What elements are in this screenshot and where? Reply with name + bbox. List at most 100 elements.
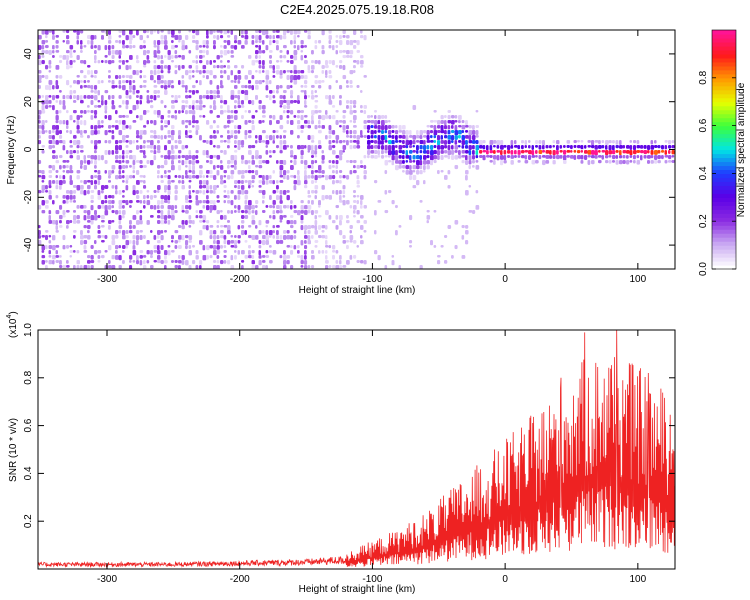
spectrogram-cell [195,120,199,124]
spectrogram-cell [87,65,91,68]
spectrogram-cell [220,180,224,185]
spectrogram-cell [185,125,188,129]
spectrogram-cell [41,180,45,183]
spectrogram-cell [38,170,42,174]
spectrogram-cell [188,75,192,80]
spectrogram-cell [59,205,63,210]
spectrogram-cell [80,95,83,101]
spectrogram-cell [160,70,164,74]
spectrogram-cell [244,90,249,96]
spectrogram-cell [521,150,525,154]
spectrogram-cell [157,250,161,255]
spectrogram-cell [143,185,147,189]
spectrogram-cell [94,145,98,150]
spectrogram-cell [647,150,650,154]
spectrogram-cell [73,220,77,224]
spectrogram-cell [300,50,304,53]
spectrogram-cell [87,235,91,240]
spectrogram-cell [94,160,97,165]
spectrogram-cell [363,175,367,180]
spectrogram-cell [192,60,196,63]
spectrogram-cell [447,225,452,229]
spectrogram-cell [178,65,181,71]
spectrogram-cell [139,190,143,194]
spectrogram-cell [269,80,272,85]
spectrogram-cell [475,190,479,194]
spectrogram-cell [69,245,73,248]
spectrogram-cell [395,205,398,209]
spectrogram-cell [636,160,641,165]
spectrogram-cell [668,145,672,149]
spectrogram-cell [293,45,297,49]
spectrogram-cell [188,165,192,171]
spectrogram-cell [209,155,214,159]
spectrogram-cell [111,125,115,128]
spectrogram-cell [230,175,234,180]
spectrogram-cell [216,240,220,245]
spectrogram-cell [363,170,367,175]
spectrogram-cell [104,235,108,239]
spectrogram-cell [300,70,305,74]
spectrogram-cell [223,250,227,253]
spectrogram-cell [601,140,605,144]
spectrogram-cell [657,160,661,164]
spectrogram-cell [297,120,301,125]
spectrogram-cell [174,240,178,244]
spectrogram-cell [251,210,255,214]
spectrogram-cell [598,150,601,153]
spectrogram-cell [237,75,242,80]
spectrogram-cell [111,105,116,110]
spectrogram-cell [307,165,312,169]
spectrogram-cell [87,135,90,139]
spectrogram-cell [118,190,122,195]
spectrogram-cell [76,120,80,126]
spectrogram-cell [269,245,272,248]
spectrogram-cell [300,150,304,156]
colorbar-segment [712,225,736,230]
spectrogram-cell [353,60,357,63]
spectrogram-cell [269,260,273,264]
spectrogram-cell [339,180,342,184]
spectrogram-cell [255,50,259,55]
spectrogram-cell [195,255,199,260]
spectrogram-cell [160,205,164,209]
spectrogram-cell [321,50,325,55]
spectrogram-cell [475,130,479,136]
spectrogram-cell [244,135,248,140]
spectrogram-cell [66,130,69,133]
spectrogram-cell [594,155,598,159]
spectrogram-cell [111,170,115,174]
spectrogram-cell [220,230,224,234]
spectrogram-cell [160,80,164,84]
spectrogram-cell [73,95,76,99]
spectrogram-cell [255,60,259,63]
spectrogram-cell [430,125,434,128]
spectrogram-cell [122,190,125,193]
spectrogram-cell [342,65,346,71]
spectrogram-cell [220,105,223,109]
spectrogram-cell [94,55,97,61]
spectrogram-cell [227,160,231,165]
spectrogram-cell [265,220,270,224]
spectrogram-cell [139,70,143,74]
spectrogram-cell [258,230,262,235]
spectrogram-cell [157,135,161,139]
spectrogram-cell [353,190,356,194]
colorbar-segment [712,165,736,171]
spectrogram-cell [374,140,378,144]
spectrogram-cell [391,155,395,161]
spectrogram-cell [104,200,108,204]
spectrogram-cell [45,75,49,80]
spectrogram-cell [185,85,188,91]
spectrogram-cell [314,90,317,94]
spectrogram-cell [227,110,231,113]
spectrogram-cell [216,125,220,129]
spectrogram-cell [356,60,360,65]
spectrogram-cell [192,30,196,34]
spectrogram-cell [101,30,105,33]
spectrogram-cell [433,135,437,139]
spectrogram-cell [657,150,661,154]
spectrogram-cell [241,230,245,236]
spectrogram-cell [188,135,193,139]
spectrogram-cell [388,155,391,158]
